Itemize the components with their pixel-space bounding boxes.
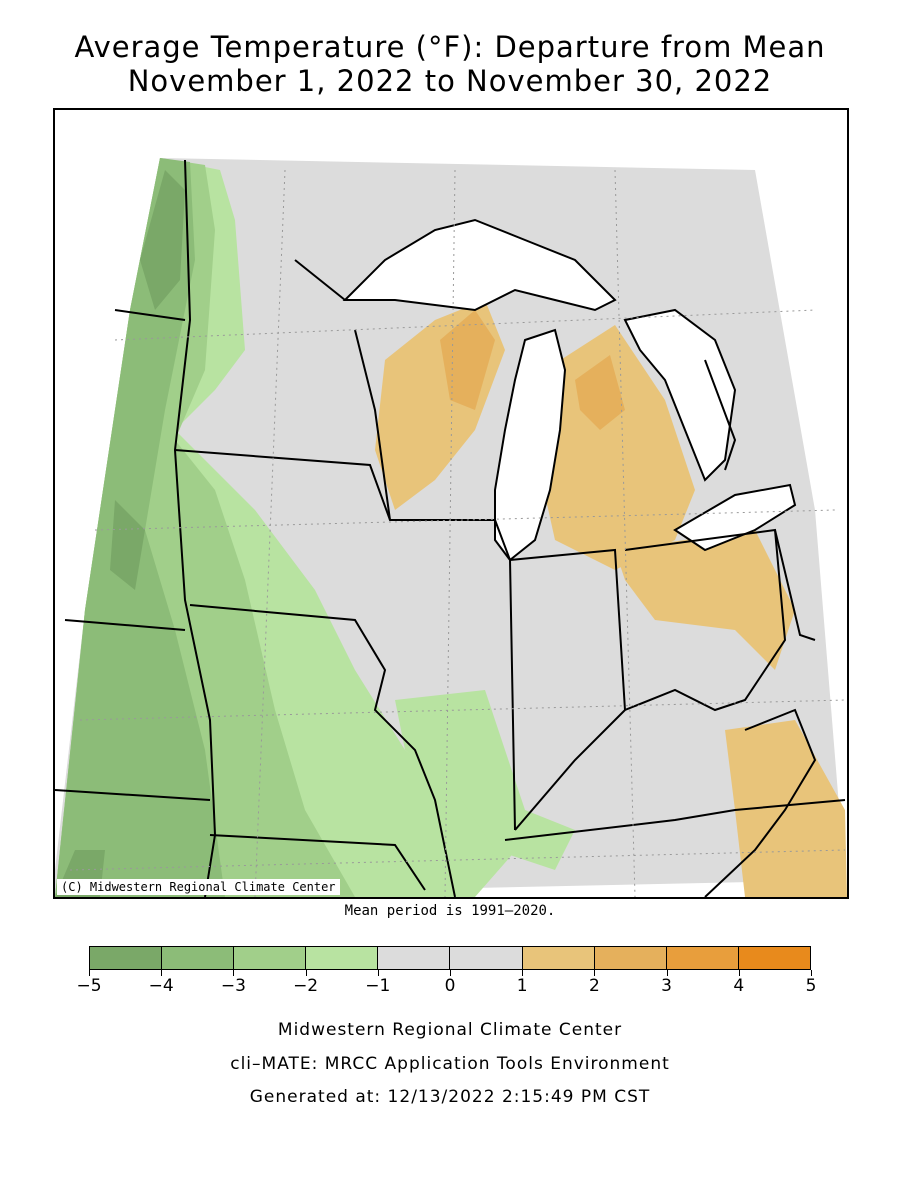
footer-org: Midwestern Regional Climate Center: [277, 1020, 623, 1040]
legend-tick-mark: [161, 970, 163, 976]
legend-swatch: [162, 947, 235, 969]
lake-huron: [623, 308, 737, 482]
state-boundaries: [55, 159, 846, 897]
legend-tick-label: 2: [588, 976, 600, 996]
legend-swatch: [306, 947, 379, 969]
legend-swatch: [738, 947, 810, 969]
legend-swatch: [522, 947, 595, 969]
legend-swatch: [666, 947, 739, 969]
green-zone-darkest: [55, 170, 185, 897]
legend-swatch: [378, 947, 451, 969]
legend-tick-mark: [738, 970, 740, 976]
temperature-departure-map: [55, 158, 847, 897]
legend-swatch: [234, 947, 307, 969]
map-panel: (C) Midwestern Regional Climate Center: [53, 108, 849, 899]
lake-superior: [342, 218, 617, 312]
legend-tick-mark: [89, 970, 90, 976]
legend-tick-label: −3: [220, 976, 246, 996]
legend-tick-mark: [450, 970, 451, 976]
legend-tick-label: −4: [148, 976, 174, 996]
legend-tick-mark: [594, 970, 596, 976]
legend-swatch: [450, 947, 523, 969]
orange-zone-mi-dark: [575, 355, 625, 430]
legend-tick-label: 0: [444, 976, 456, 996]
legend-tick-labels: −5 −4 −3 −2 −1 0 1 2 3 4 5: [76, 970, 816, 1000]
graticule: [69, 169, 846, 897]
map-title-line2: November 1, 2022 to November 30, 2022: [127, 64, 773, 98]
copyright-label: (C) Midwestern Regional Climate Center: [57, 879, 340, 895]
legend-tick-label: 1: [516, 976, 528, 996]
legend-tick-mark: [305, 970, 307, 976]
legend-tick-label: 3: [661, 976, 672, 996]
legend-tick-mark: [811, 970, 812, 976]
legend-tick-label: 5: [805, 976, 817, 996]
legend-swatch: [594, 947, 667, 969]
legend-tick-label: −5: [76, 976, 102, 996]
footer-generated: Generated at: 12/13/2022 2:15:49 PM CST: [249, 1087, 651, 1107]
legend-tick-mark: [666, 970, 668, 976]
legend-tick-mark: [522, 970, 524, 976]
legend-tick-label: −2: [293, 976, 319, 996]
orange-zone-oh: [615, 530, 795, 670]
color-legend: [89, 946, 811, 970]
map-title-line1: Average Temperature (°F): Departure from…: [74, 30, 826, 64]
legend-tick-label: −1: [365, 976, 391, 996]
lake-erie: [673, 483, 797, 552]
green-zone-il: [395, 690, 575, 870]
legend-tick-mark: [377, 970, 379, 976]
legend-swatch: [90, 947, 163, 969]
mean-period-note: Mean period is 1991–2020.: [344, 903, 556, 919]
orange-zone-mi: [535, 325, 695, 570]
orange-zone-wi-dark: [440, 310, 495, 410]
legend-tick-label: 4: [733, 976, 745, 996]
legend-tick-mark: [233, 970, 235, 976]
lake-michigan: [494, 328, 567, 562]
footer-tool: cli–MATE: MRCC Application Tools Environ…: [230, 1054, 670, 1074]
